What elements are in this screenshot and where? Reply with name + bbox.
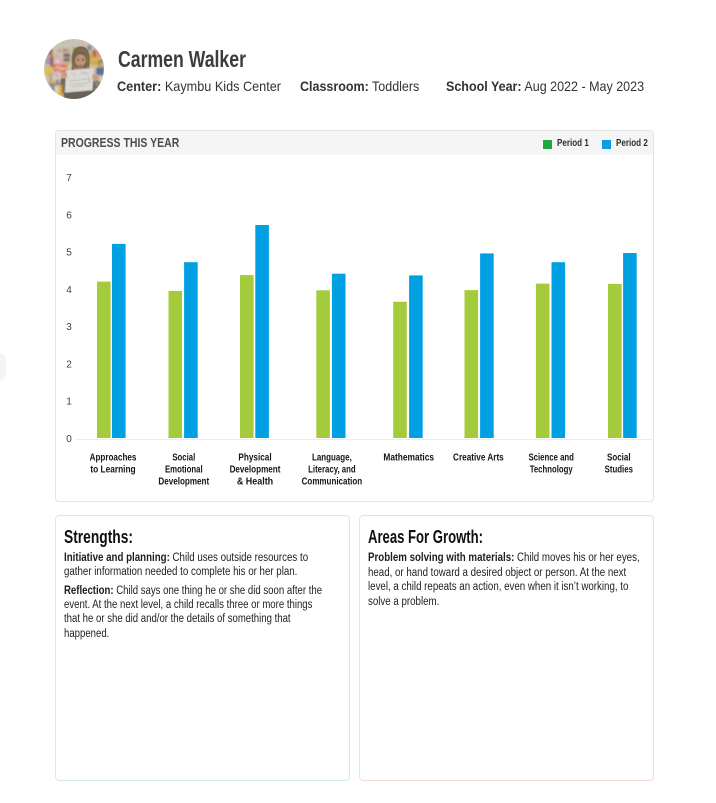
- svg-text:Science and: Science and: [528, 452, 574, 463]
- svg-text:Mathematics: Mathematics: [383, 452, 434, 463]
- svg-text:Approaches: Approaches: [90, 452, 137, 463]
- svg-text:Literacy, and: Literacy, and: [308, 465, 356, 476]
- svg-text:Development: Development: [158, 477, 209, 488]
- svg-text:Communication: Communication: [302, 477, 363, 488]
- svg-text:1: 1: [66, 397, 72, 408]
- svg-text:Language,: Language,: [312, 452, 352, 463]
- svg-text:Social: Social: [172, 452, 195, 463]
- svg-text:7: 7: [66, 173, 72, 184]
- svg-text:Development: Development: [230, 465, 281, 476]
- svg-text:Social: Social: [607, 452, 631, 463]
- svg-text:0: 0: [66, 434, 72, 445]
- svg-text:3: 3: [66, 322, 72, 333]
- svg-text:5: 5: [66, 248, 72, 259]
- svg-text:Technology: Technology: [530, 465, 573, 476]
- svg-text:& Health: & Health: [237, 477, 273, 488]
- svg-text:to Learning: to Learning: [90, 465, 135, 476]
- svg-text:6: 6: [66, 210, 72, 221]
- svg-text:Studies: Studies: [605, 465, 634, 476]
- svg-text:Emotional: Emotional: [165, 465, 203, 476]
- svg-text:2: 2: [66, 360, 72, 371]
- svg-text:Physical: Physical: [238, 452, 271, 463]
- svg-text:4: 4: [66, 285, 72, 296]
- svg-text:Creative Arts: Creative Arts: [453, 452, 504, 463]
